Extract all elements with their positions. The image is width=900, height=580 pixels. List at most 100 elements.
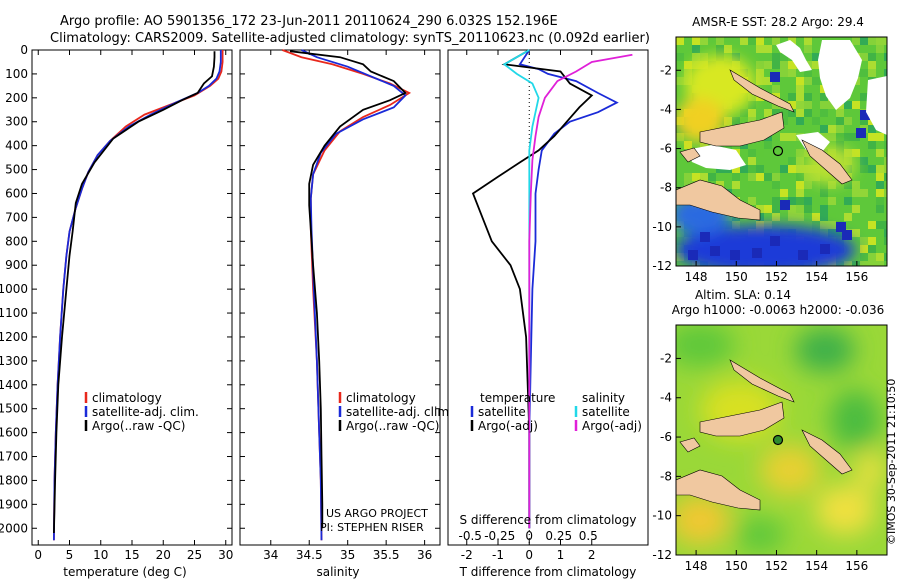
sst-cell: [732, 181, 740, 189]
sst-cell: [756, 69, 764, 77]
sst-cell: [884, 45, 887, 53]
sst-cell: [884, 221, 887, 229]
sst-cell: [772, 213, 780, 221]
y-tick-label: 400: [5, 139, 28, 153]
y-tick-label: 1500: [0, 402, 28, 416]
sst-cell: [788, 93, 796, 101]
sst-cell: [884, 69, 887, 77]
sst-cell: [780, 189, 788, 197]
sst-map-panel: AMSR-E SST: 28.2 Argo: 29.4: [652, 15, 888, 284]
sst-cell: [780, 109, 788, 117]
sst-cell: [748, 109, 756, 117]
sst-cell: [852, 229, 860, 237]
y-tick-label: 600: [5, 186, 28, 200]
sst-cell: [748, 197, 756, 205]
sst-cell: [820, 125, 828, 133]
sst-cell: [732, 117, 740, 125]
sst-cell: [796, 85, 804, 93]
legend-label: Argo(-adj): [582, 419, 642, 433]
sst-cell: [860, 261, 868, 266]
sst-cell: [700, 37, 708, 45]
x-tick-label: 36: [417, 548, 432, 562]
x-tick-label: 20: [156, 548, 171, 562]
sst-cell: [860, 253, 868, 261]
sst-cell: [756, 149, 764, 157]
y-tick-label: 1900: [0, 497, 28, 511]
difference-legend: temperature salinitysatelliteArgo(-adj)sa…: [470, 391, 642, 433]
sst-cell: [852, 205, 860, 213]
sst-cell: [804, 93, 812, 101]
sst-cell: [868, 53, 876, 61]
sst-cell: [676, 53, 684, 61]
sst-cell: [788, 173, 796, 181]
sst-cold-cell: [752, 248, 762, 258]
x-tick-label: 0: [525, 548, 533, 562]
sst-cell: [756, 37, 764, 45]
sst-cell: [884, 157, 887, 165]
map-x-tick-label: 156: [845, 559, 868, 573]
sst-cell: [868, 261, 876, 266]
sst-cell: [780, 61, 788, 69]
sst-cell: [796, 181, 804, 189]
temperature-xlabel: temperature (deg C): [63, 565, 186, 579]
sst-cell: [796, 93, 804, 101]
sst-cell: [748, 173, 756, 181]
sst-cold-cell: [730, 250, 740, 260]
sst-cell: [732, 165, 740, 173]
sst-cell: [860, 117, 868, 125]
map-x-tick-label: 150: [725, 559, 748, 573]
sst-float-marker: [772, 145, 784, 157]
legend-label: Argo(..raw -QC): [346, 419, 439, 433]
sst-cold-cell: [836, 222, 846, 232]
sst-cell: [724, 45, 732, 53]
sst-cell: [836, 141, 844, 149]
y-tick-label: 1700: [0, 450, 28, 464]
sst-cell: [716, 181, 724, 189]
map-y-tick-label: -4: [660, 102, 672, 116]
sst-cell: [788, 197, 796, 205]
sst-cell: [876, 173, 884, 181]
sst-cell: [812, 117, 820, 125]
sst-cell: [796, 109, 804, 117]
sst-cell: [796, 173, 804, 181]
sst-cell: [836, 109, 844, 117]
sst-cell: [828, 197, 836, 205]
sst-cell: [756, 45, 764, 53]
y-tick-label: 800: [5, 234, 28, 248]
sst-cold-cell: [860, 110, 870, 120]
sst-cell: [804, 205, 812, 213]
sst-cell: [788, 133, 796, 141]
sst-cell: [796, 77, 804, 85]
sst-cell: [708, 173, 716, 181]
map-x-tick-label: 154: [805, 270, 828, 284]
sst-cell: [772, 109, 780, 117]
sst-cell: [804, 77, 812, 85]
sst-cell: [764, 141, 772, 149]
sst-cell: [836, 133, 844, 141]
sla-field: [676, 325, 887, 555]
sst-cell: [860, 53, 868, 61]
sst-cell: [876, 197, 884, 205]
sst-cell: [788, 165, 796, 173]
map-y-tick-label: -12: [652, 548, 672, 562]
sst-cell: [884, 173, 887, 181]
sst-cell: [796, 189, 804, 197]
sst-cell: [860, 157, 868, 165]
sst-cell: [876, 253, 884, 261]
sst-cell: [708, 45, 716, 53]
x-tick-label: 30: [218, 548, 233, 562]
sst-cell: [788, 109, 796, 117]
salinity-xlabel: salinity: [316, 565, 359, 579]
x-tick-label: 10: [93, 548, 108, 562]
sst-cell: [772, 181, 780, 189]
y-tick-label: 1800: [0, 473, 28, 487]
sst-cell: [676, 237, 684, 245]
sst-cell: [748, 165, 756, 173]
sst-cell: [764, 37, 772, 45]
sst-cell: [820, 189, 828, 197]
title-line1: Argo profile: AO 5901356_172 23-Jun-2011…: [60, 14, 558, 29]
s-tick-label: 0: [525, 529, 533, 543]
s-tick-label: -0.5: [459, 529, 482, 543]
salinity-axes: [239, 49, 441, 546]
